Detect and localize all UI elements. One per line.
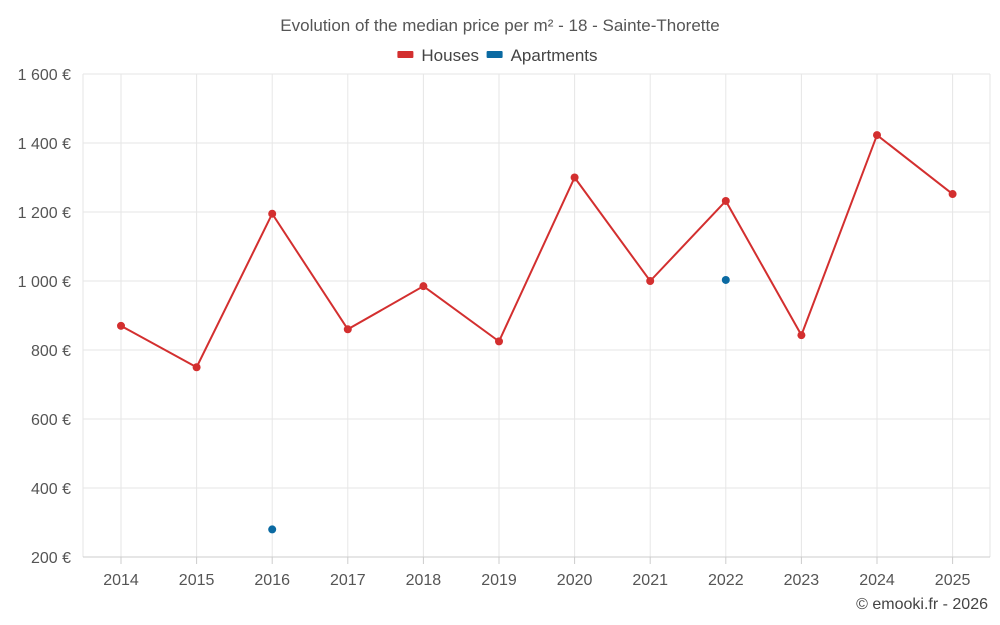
x-tick-label: 2021 — [632, 572, 668, 589]
apartments-point-2016[interactable] — [268, 525, 277, 534]
series-layer — [117, 131, 957, 534]
x-axis: 2014 2015 2016 2017 2018 2019 2020 2021 2022 2023… — [83, 556, 990, 589]
credit-text: © emooki.fr - 2026 — [856, 596, 988, 613]
y-tick-label: 1 400 € — [18, 136, 71, 153]
houses-line — [120, 133, 954, 369]
legend-swatch-houses — [397, 51, 414, 58]
x-tick-label: 2017 — [330, 572, 366, 589]
x-tick-label: 2019 — [481, 572, 517, 589]
houses-point-2024[interactable] — [873, 131, 881, 140]
x-tick-label: 2020 — [557, 572, 593, 589]
y-tick-label: 200 € — [31, 550, 71, 567]
y-tick-label: 1 200 € — [18, 205, 71, 222]
houses-point-2016[interactable] — [268, 209, 277, 218]
houses-point-2015[interactable] — [192, 363, 201, 372]
houses-point-2014[interactable] — [117, 321, 125, 330]
apartments-point-2022[interactable] — [721, 275, 730, 284]
x-tick-label: 2015 — [179, 572, 215, 589]
legend-label-houses[interactable]: Houses — [421, 46, 479, 65]
houses-point-2019[interactable] — [495, 337, 503, 346]
houses-point-2023[interactable] — [797, 331, 806, 340]
grid — [82, 73, 991, 558]
y-tick-label: 1 600 € — [18, 67, 71, 84]
y-tick-label: 1 000 € — [18, 274, 71, 291]
houses-point-2017[interactable] — [343, 325, 352, 334]
y-tick-label: 400 € — [31, 481, 71, 498]
houses-point-2018[interactable] — [419, 282, 428, 291]
legend-swatch-apartments — [486, 51, 503, 58]
x-tick-label: 2023 — [784, 572, 820, 589]
houses-point-2020[interactable] — [570, 173, 579, 182]
x-tick-label: 2024 — [859, 572, 895, 589]
x-tick-label: 2014 — [103, 572, 139, 589]
y-tick-label: 600 € — [31, 412, 71, 429]
x-tick-label: 2025 — [935, 572, 971, 589]
legend: Houses Apartments — [397, 46, 598, 65]
legend-label-apartments[interactable]: Apartments — [511, 46, 598, 65]
houses-point-2021[interactable] — [646, 277, 655, 285]
x-tick-label: 2016 — [254, 572, 290, 589]
y-tick-label: 800 € — [31, 343, 71, 360]
houses-point-2022[interactable] — [721, 196, 730, 205]
x-tick-label: 2022 — [708, 572, 744, 589]
chart-title: Evolution of the median price per m² - 1… — [280, 16, 719, 35]
houses-point-2025[interactable] — [948, 190, 957, 199]
x-tick-label: 2018 — [406, 572, 442, 589]
y-axis: 200 € 400 € 600 € 800 € 1 000 € 1 200 € 1 400 … — [18, 67, 71, 567]
